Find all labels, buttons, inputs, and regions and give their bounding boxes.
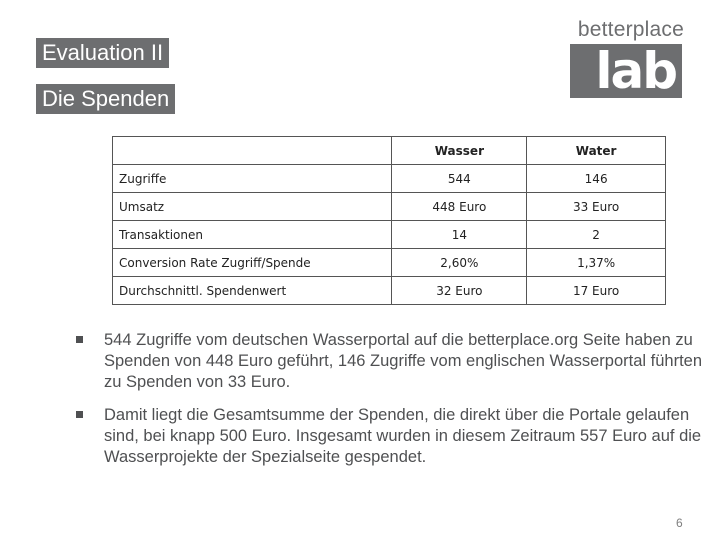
table-cell: 544 (391, 164, 528, 193)
table-cell: 14 (391, 220, 528, 249)
table-row: Zugriffe 544 146 (111, 164, 666, 193)
donation-table: Wasser Water Zugriffe 544 146 Umsatz 448… (111, 136, 666, 305)
table-header-row: Wasser Water (111, 136, 666, 165)
table-cell-label: Transaktionen (111, 220, 393, 249)
bullet-list: 544 Zugriffe vom deutschen Wasserportal … (72, 330, 712, 480)
table-cell-label: Zugriffe (111, 164, 393, 193)
table-row: Conversion Rate Zugriff/Spende 2,60% 1,3… (111, 248, 666, 277)
bullet-text: Damit liegt die Gesamtsumme der Spenden,… (104, 406, 702, 466)
table-cell: 17 Euro (526, 276, 666, 305)
square-bullet-icon (76, 336, 83, 343)
table-cell-label: Umsatz (111, 192, 393, 221)
bullet-item: Damit liegt die Gesamtsumme der Spenden,… (72, 405, 712, 468)
table-cell: 32 Euro (391, 276, 528, 305)
table-cell: 146 (526, 164, 666, 193)
table-cell-label: Durchschnittl. Spendenwert (111, 276, 393, 305)
logo-box: lab (570, 44, 682, 98)
slide-title: Evaluation II (36, 38, 170, 68)
table-cell: 2 (526, 220, 666, 249)
logo-wordmark: betterplace (577, 18, 684, 41)
table-cell: 448 Euro (391, 192, 528, 221)
table-cell: 2,60% (391, 248, 528, 277)
table-cell-label: Conversion Rate Zugriff/Spende (111, 248, 393, 277)
table-row: Transaktionen 14 2 (111, 220, 666, 249)
square-bullet-icon (76, 411, 83, 418)
table-header-cell: Water (526, 136, 666, 165)
betterplace-lab-logo: betterplace lab (568, 18, 684, 98)
table-cell: 33 Euro (526, 192, 666, 221)
table-row: Umsatz 448 Euro 33 Euro (111, 192, 666, 221)
table-row: Durchschnittl. Spendenwert 32 Euro 17 Eu… (111, 276, 666, 305)
bullet-item: 544 Zugriffe vom deutschen Wasserportal … (72, 330, 712, 393)
table-header-cell (111, 136, 393, 165)
page-number: 6 (676, 516, 683, 530)
table-cell: 1,37% (526, 248, 666, 277)
slide-subtitle: Die Spenden (36, 84, 176, 114)
bullet-text: 544 Zugriffe vom deutschen Wasserportal … (104, 331, 703, 391)
table-header-cell: Wasser (391, 136, 528, 165)
